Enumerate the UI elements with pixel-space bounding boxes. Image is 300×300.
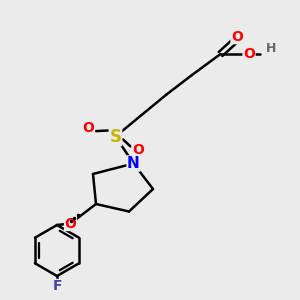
Text: S: S bbox=[110, 128, 122, 146]
Text: O: O bbox=[231, 30, 243, 44]
Text: O: O bbox=[64, 217, 76, 230]
Text: O: O bbox=[82, 121, 94, 134]
Text: F: F bbox=[52, 280, 62, 293]
Text: H: H bbox=[266, 42, 277, 55]
Text: N: N bbox=[127, 156, 140, 171]
Text: O: O bbox=[243, 47, 255, 61]
Text: O: O bbox=[132, 143, 144, 157]
